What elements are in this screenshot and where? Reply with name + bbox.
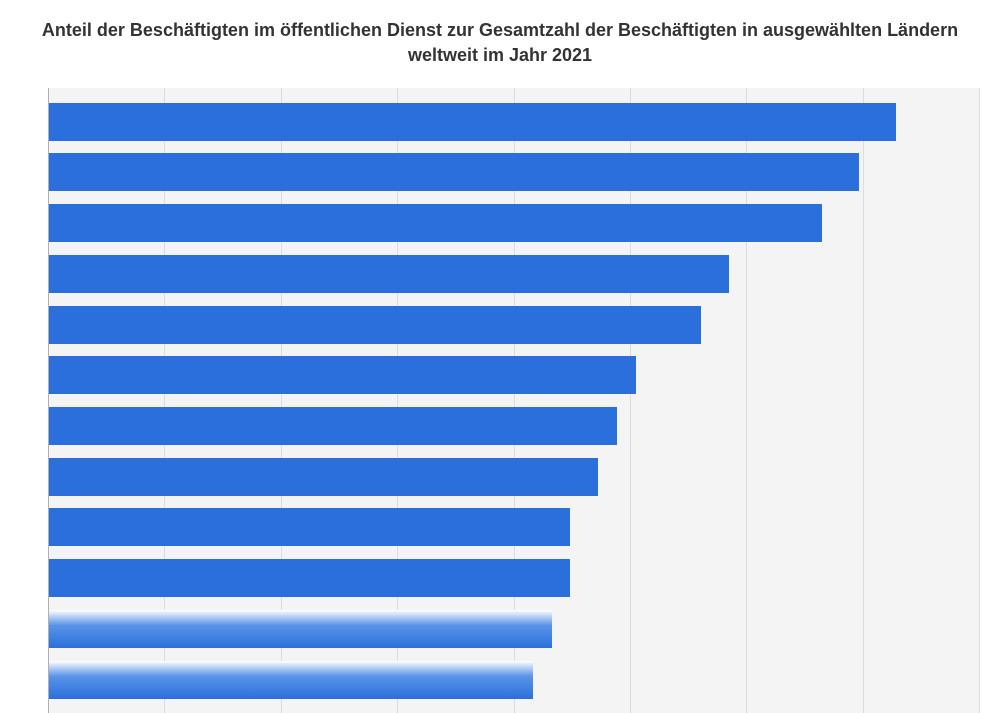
bar-row — [49, 306, 980, 344]
bar-row — [49, 103, 980, 141]
bar-row — [49, 407, 980, 445]
bar-row — [49, 559, 980, 597]
bar — [49, 661, 533, 699]
bar — [49, 153, 859, 191]
bars-group — [49, 88, 980, 713]
chart-plot-area — [48, 88, 980, 713]
bar — [49, 407, 617, 445]
bar — [49, 103, 896, 141]
bar-row — [49, 204, 980, 242]
bar — [49, 255, 729, 293]
bar-row — [49, 153, 980, 191]
bar-row — [49, 458, 980, 496]
bar-row — [49, 356, 980, 394]
bar-row — [49, 508, 980, 546]
bar-row — [49, 661, 980, 699]
bar — [49, 508, 570, 546]
bar — [49, 610, 552, 648]
bar — [49, 559, 570, 597]
bar-row — [49, 255, 980, 293]
bar — [49, 356, 636, 394]
bar — [49, 458, 598, 496]
bar-row — [49, 610, 980, 648]
chart-title: Anteil der Beschäftigten im öffentlichen… — [0, 0, 1000, 78]
chart-container: Anteil der Beschäftigten im öffentlichen… — [0, 0, 1000, 713]
bar — [49, 204, 822, 242]
bar — [49, 306, 701, 344]
